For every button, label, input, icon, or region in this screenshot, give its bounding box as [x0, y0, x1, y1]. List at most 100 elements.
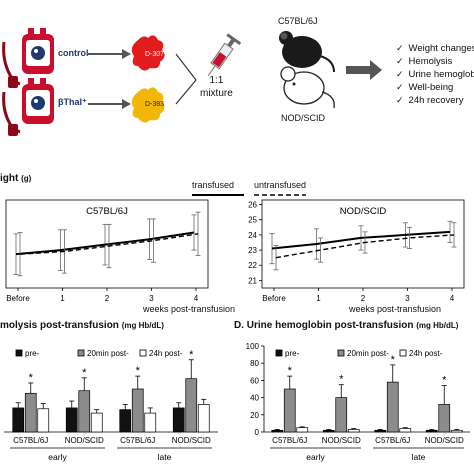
bar-pre-: [425, 429, 438, 433]
y-tick-label: 100: [246, 342, 260, 351]
y-tick-label: 25: [248, 216, 257, 225]
weight-panel-title-unit: (g): [21, 174, 32, 183]
legend-label: 20min post-: [87, 349, 129, 358]
significance-marker: *: [189, 349, 194, 361]
bar-pre-: [374, 429, 387, 433]
outcome-list: Weight changes Hemolysis Urine hemoglobi…: [396, 42, 474, 107]
bar-pre-: [119, 409, 132, 433]
group-label: early: [306, 452, 325, 462]
blood-bag-icon: [2, 78, 54, 136]
blood-bag-icon: [2, 28, 54, 88]
y-tick-label: 20: [250, 411, 259, 420]
syringe-icon: [207, 33, 242, 76]
x-tick-label: 1: [60, 294, 65, 303]
bar-24h post-: [90, 412, 103, 433]
blood-bag-label: βThal⁺: [58, 97, 87, 107]
arrow-right-icon: [346, 60, 382, 80]
dye-droplet-icon: [131, 35, 165, 71]
x-tick-label: C57BL/6J: [375, 436, 410, 445]
legend-swatch: [337, 349, 345, 357]
x-tick-label: NOD/SCID: [172, 436, 211, 445]
outcome-item: 24h recovery: [396, 94, 474, 107]
legend-label: pre-: [285, 349, 300, 358]
bar-24h post-: [197, 404, 210, 433]
bar-24h post-: [399, 428, 412, 433]
bar-24h post-: [296, 427, 309, 433]
x-tick-label: 4: [194, 294, 199, 303]
bar-24h post-: [144, 412, 157, 433]
weight-x-axis-label: weeks post-transfusion: [349, 304, 442, 314]
significance-marker: *: [136, 365, 141, 377]
blood-bag-label: control: [58, 48, 89, 58]
mouse-icon: [279, 31, 335, 73]
bar-pre-: [322, 429, 335, 433]
y-tick-label: 80: [250, 359, 259, 368]
legend-label: pre-: [25, 349, 40, 358]
bar-20min post-: [283, 388, 296, 433]
outcome-item: Weight changes: [396, 42, 474, 55]
y-tick-label: 60: [250, 376, 259, 385]
arrow-right-icon: [88, 49, 131, 59]
x-tick-label: NOD/SCID: [425, 436, 464, 445]
legend-swatch: [399, 349, 407, 357]
bar-pre-: [172, 407, 185, 433]
legend-swatch: [77, 349, 85, 357]
bar-charts: pre- 20min post- 24h post- * C57BL/6J * NOD/SC…: [4, 342, 470, 462]
x-tick-label: C57BL/6J: [120, 436, 155, 445]
chart-title: NOD/SCID: [340, 206, 387, 217]
mouse-strain-label: C57BL/6J: [278, 16, 318, 26]
y-tick-label: 24: [248, 231, 257, 240]
significance-marker: *: [288, 365, 293, 377]
hemolysis-panel-title: molysis post-transfusion (mg Hb/dL): [0, 320, 164, 331]
urine-panel-title-text: D. Urine hemoglobin post-transfusion: [234, 320, 414, 331]
bar-pre-: [12, 407, 25, 433]
weight-x-axis-label: weeks post-transfusion: [143, 304, 236, 314]
bar-24h post-: [450, 429, 463, 433]
legend-transfused: transfused: [192, 180, 235, 190]
weight-panel-title: ight (g): [0, 173, 31, 184]
significance-marker: *: [82, 367, 87, 379]
hemolysis-panel-title-text: molysis post-transfusion: [0, 320, 119, 331]
x-tick-label: 3: [405, 294, 410, 303]
bar-20min post-: [185, 378, 198, 433]
legend-swatch: [15, 349, 23, 357]
x-tick-label: NOD/SCID: [65, 436, 104, 445]
outcome-item: Urine hemoglobin: [396, 68, 474, 81]
x-tick-label: C57BL/6J: [272, 436, 307, 445]
bar-20min post-: [438, 404, 451, 433]
group-label: early: [48, 452, 67, 462]
bar-pre-: [271, 429, 284, 433]
workflow-diagram: [2, 28, 382, 136]
significance-marker: *: [339, 374, 344, 386]
bar-pre-: [65, 407, 78, 433]
significance-marker: *: [391, 354, 396, 366]
series-line-untransfused: [275, 234, 455, 259]
legend-label: 24h post-: [149, 349, 183, 358]
y-tick-label: 23: [248, 246, 257, 255]
dye-droplet-icon: [131, 87, 165, 123]
significance-marker: *: [442, 375, 447, 387]
x-tick-label: NOD/SCID: [322, 436, 361, 445]
y-tick-label: 21: [248, 276, 257, 285]
chart-title: C57BL/6J: [86, 206, 128, 217]
x-tick-label: 1: [316, 294, 321, 303]
y-tick-label: 22: [248, 261, 257, 270]
x-tick-label: Before: [262, 294, 286, 303]
outcome-item: Well-being: [396, 81, 474, 94]
x-tick-label: 4: [450, 294, 455, 303]
group-label: late: [412, 452, 426, 462]
bar-20min post-: [78, 390, 91, 433]
hemolysis-panel-title-unit: (mg Hb/dL): [121, 321, 164, 330]
x-tick-label: 2: [105, 294, 110, 303]
series-line-untransfused: [19, 233, 199, 255]
series-line-transfused: [271, 230, 451, 250]
urine-panel-title-unit: (mg Hb/dL): [416, 321, 459, 330]
legend-swatch: [275, 349, 283, 357]
x-tick-label: C57BL/6J: [13, 436, 48, 445]
legend-label: 20min post-: [347, 349, 389, 358]
legend-untransfused: untransfused: [254, 180, 307, 190]
x-tick-label: Before: [6, 294, 30, 303]
weight-legend-lines: [192, 194, 306, 196]
mixture-label: 1:1 mixture: [200, 75, 233, 99]
